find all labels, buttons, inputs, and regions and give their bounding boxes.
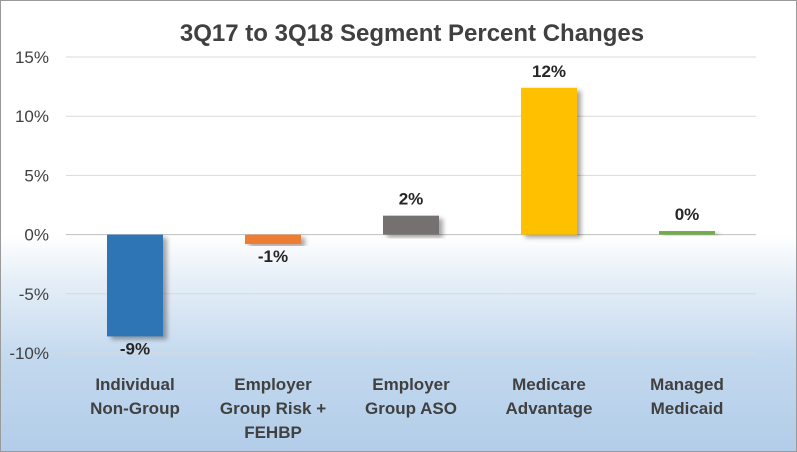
data-label: 12%	[532, 62, 566, 81]
category-label: Employer Group Risk + FEHBP	[220, 375, 326, 442]
y-tick-label: 15%	[15, 48, 49, 67]
bar	[245, 234, 301, 245]
y-tick-label: -10%	[9, 344, 49, 363]
data-label: 2%	[399, 190, 424, 209]
data-labels: -9% -1% 2% 12% 0%	[120, 62, 699, 359]
chart-title: 3Q17 to 3Q18 Segment Percent Changes	[180, 20, 644, 47]
data-label: 0%	[675, 205, 700, 224]
y-axis-ticks: 15% 10% 5% 0% -5% -10%	[9, 48, 49, 363]
data-label: -9%	[120, 339, 150, 358]
bar	[659, 231, 715, 235]
bar	[107, 234, 163, 337]
bars	[107, 87, 715, 337]
category-label: Managed Medicaid	[650, 375, 724, 418]
bar	[383, 215, 439, 235]
data-label: -1%	[258, 247, 288, 266]
bar	[521, 87, 577, 235]
y-tick-label: 10%	[15, 107, 49, 126]
category-label: Medicare Advantage	[506, 375, 593, 418]
y-tick-label: -5%	[19, 285, 49, 304]
y-tick-label: 5%	[24, 166, 49, 185]
category-labels: Individual Non-Group Employer Group Risk + F…	[90, 375, 724, 442]
y-tick-label: 0%	[24, 226, 49, 245]
category-label: Individual Non-Group	[90, 375, 180, 418]
gridlines	[66, 56, 756, 354]
category-label: Employer Group ASO	[365, 375, 457, 418]
